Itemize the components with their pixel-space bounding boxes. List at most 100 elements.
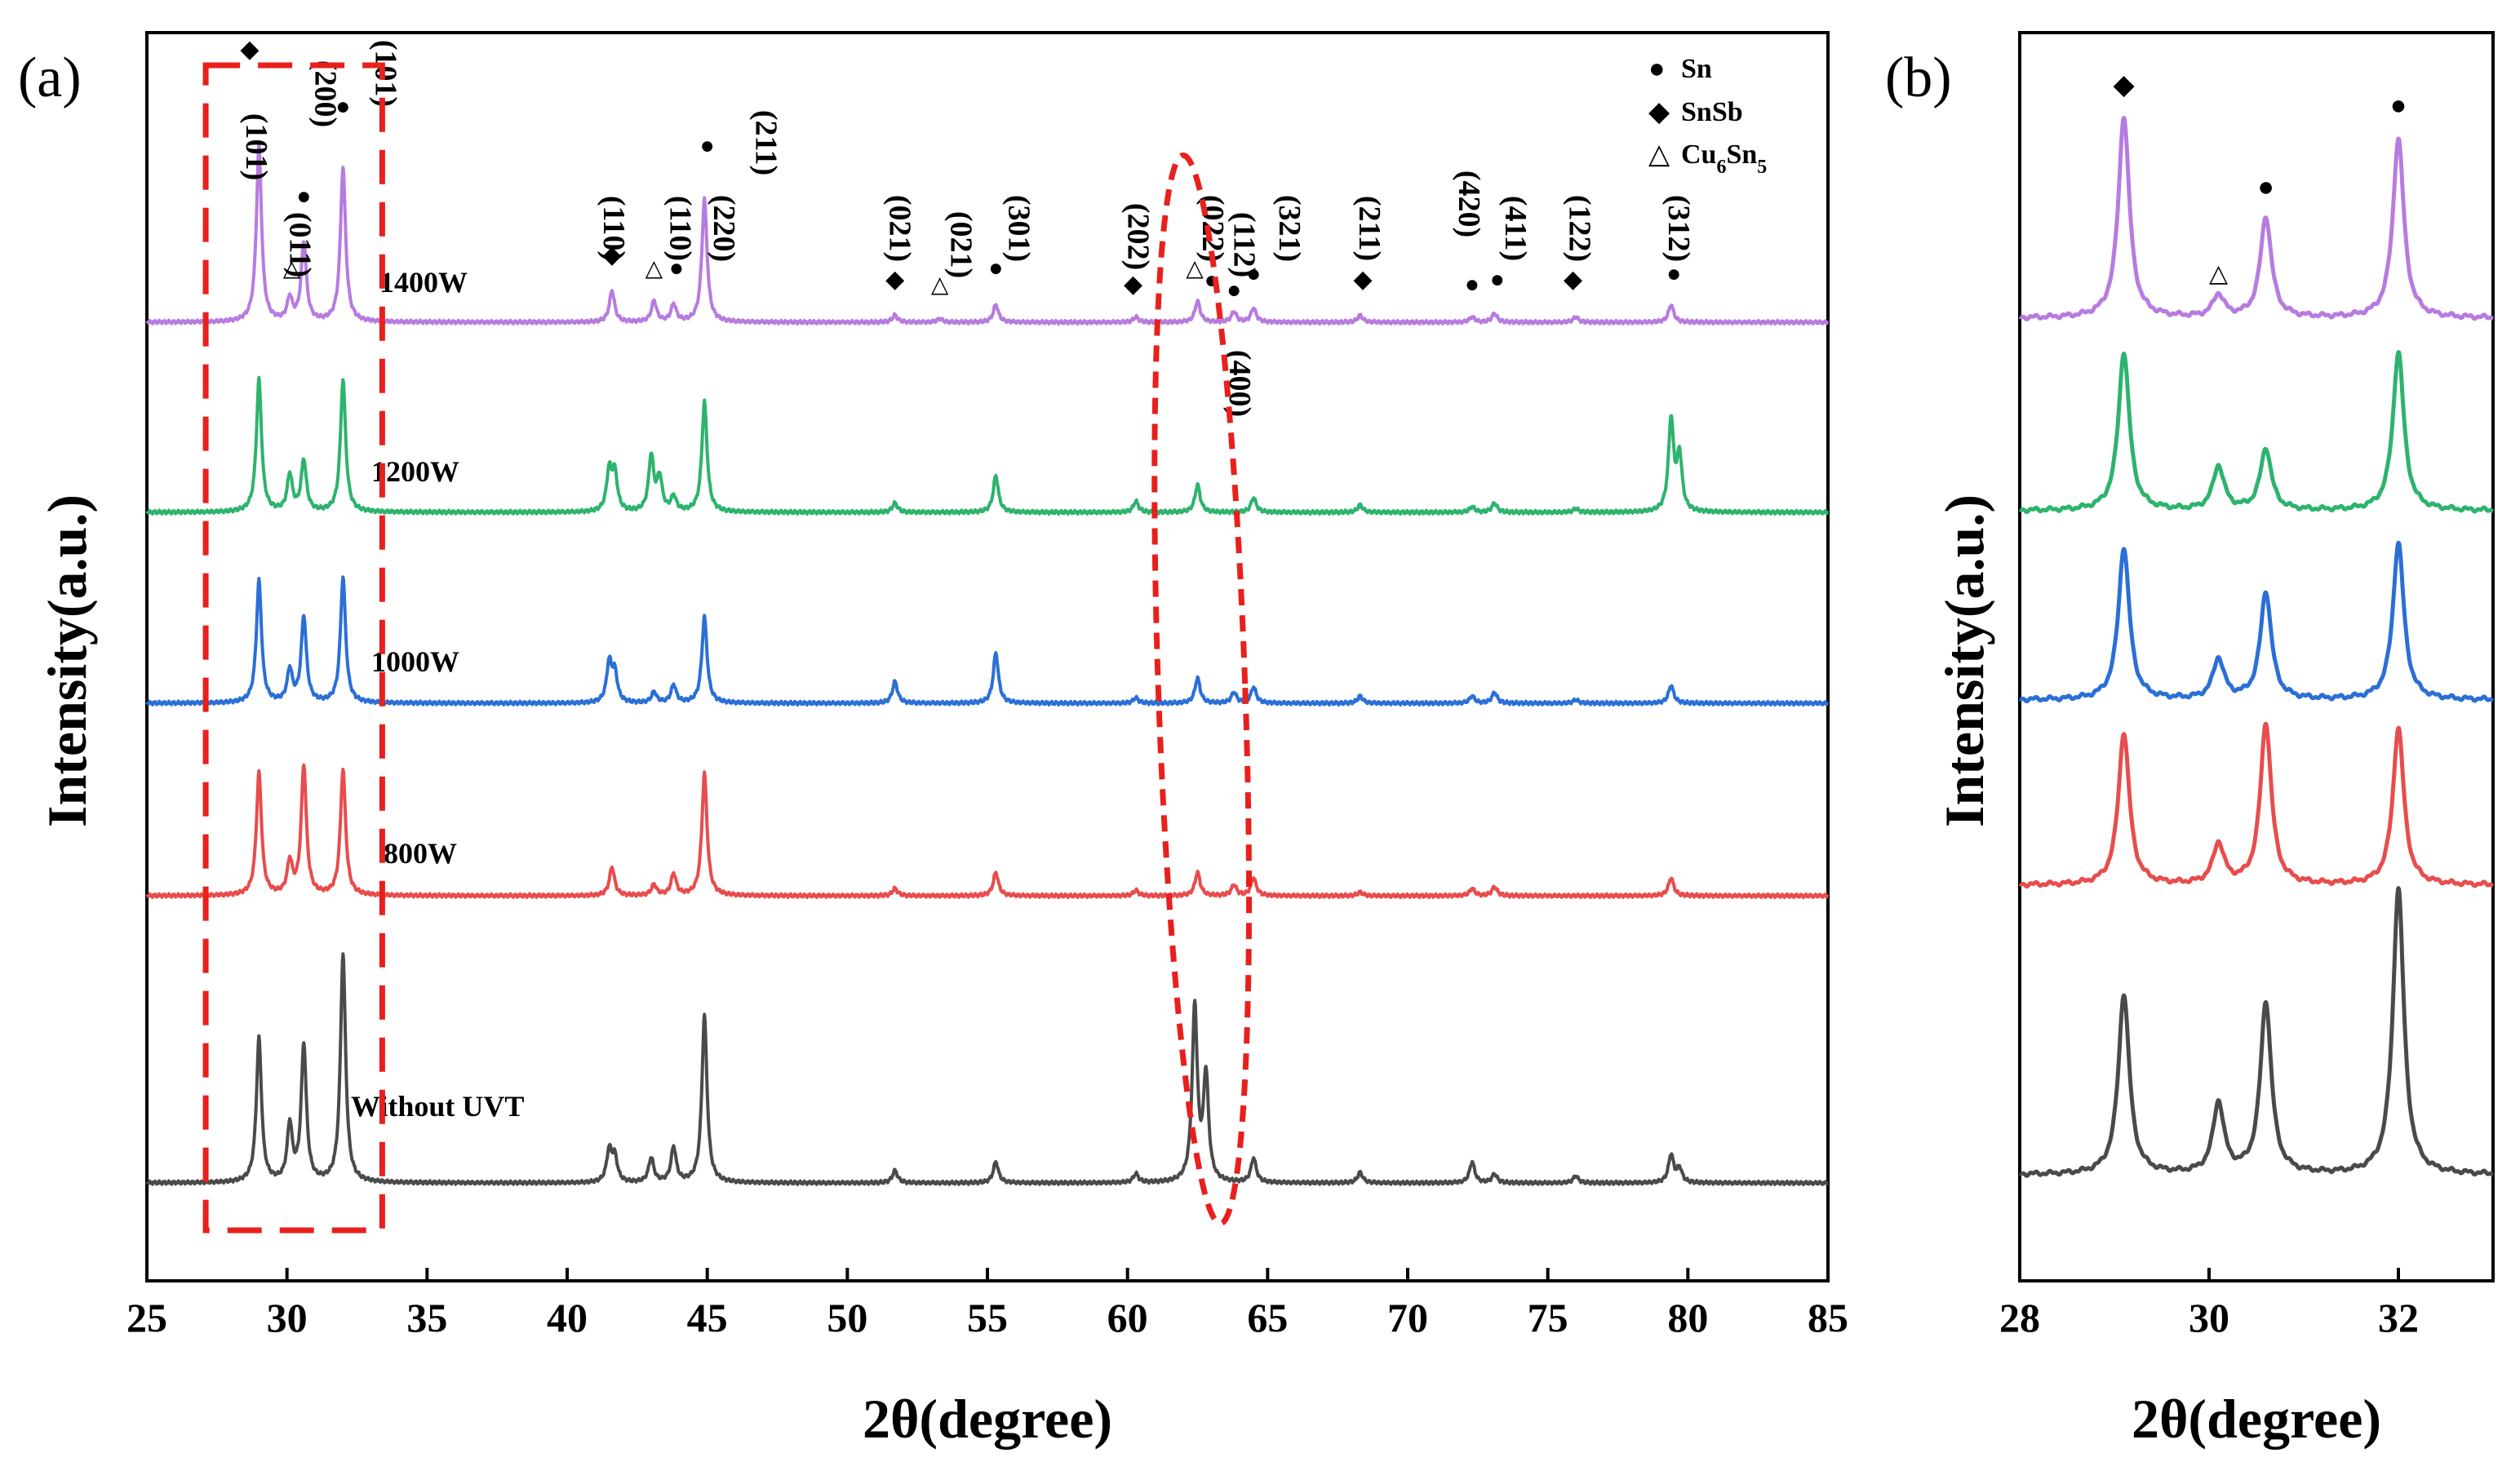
legend-label: Cu6Sn5 [1681, 140, 1767, 178]
x-tick-label: 35 [406, 1295, 447, 1340]
peak-symbol: ● [1465, 271, 1480, 298]
peak-label: (321) [1272, 195, 1307, 262]
sample-label: 1400W [379, 266, 468, 299]
x-tick-label: 25 [126, 1295, 167, 1340]
legend-label: Sn [1681, 54, 1712, 84]
peak-label: (220) [707, 195, 741, 262]
panel-a-y-axis-title: Intensity(a.u.) [36, 494, 98, 827]
peak-symbol: ● [296, 183, 311, 210]
panel-a-series [145, 142, 1830, 1186]
peak-symbol: ◆ [885, 266, 904, 293]
peak-label: (101) [239, 113, 273, 180]
peak-label: (011) [283, 212, 317, 277]
sample-label: 1200W [371, 455, 459, 488]
peak-symbol: ◆ [1124, 271, 1142, 298]
peak-label: (202) [1121, 203, 1156, 270]
x-tick-label: 28 [1999, 1295, 2040, 1340]
peak-label: (101) [368, 40, 402, 107]
peak-symbol: △ [1186, 256, 1204, 281]
highlight-rectangle [202, 62, 385, 1234]
panel-a-highlights [202, 62, 1253, 1234]
legend-label: SnSb [1681, 97, 1743, 127]
x-tick-label: 30 [2189, 1295, 2229, 1340]
x-tick-label: 75 [1528, 1295, 1568, 1340]
peak-symbol: ◆ [240, 36, 259, 63]
panel-b-y-axis-title: Intensity(a.u.) [1933, 494, 1995, 827]
peak-label: (211) [1352, 196, 1386, 261]
x-tick-label: 65 [1247, 1295, 1288, 1340]
peak-label: (112) [1227, 212, 1262, 277]
peak-label: (110) [663, 196, 697, 261]
peak-label: (110) [597, 196, 631, 261]
series-line-without-uvt [2018, 886, 2495, 1178]
x-tick-label: 60 [1107, 1295, 1148, 1340]
series-line-800w [2018, 721, 2495, 889]
legend-symbol: ● [1648, 54, 1666, 84]
series-line-1200w [145, 375, 1830, 516]
peak-marker: ◆ [2114, 70, 2136, 100]
panel-b-x-ticks: 28 30 32 [1999, 1268, 2419, 1340]
panel-b-x-axis-title: 2θ(degree) [2132, 1388, 2381, 1450]
peak-symbol: △ [283, 256, 301, 281]
peak-symbol: ● [1666, 260, 1681, 287]
peak-symbol: ◆ [1354, 266, 1373, 293]
series-line-1000w [145, 575, 1830, 707]
series-line-1400w [2018, 116, 2495, 321]
x-tick-label: 50 [827, 1295, 867, 1340]
panel-a-sample-labels: 1400W 1200W 1000W 800W Without UVT [351, 266, 524, 1123]
sample-label: 800W [384, 837, 457, 870]
peak-symbol: ◆ [602, 241, 621, 268]
peak-label: (021) [883, 195, 917, 262]
series-line-1200w [2018, 350, 2495, 515]
peak-label: (420) [1452, 171, 1486, 237]
panel-a-x-ticks: 25 30 35 40 45 50 55 60 65 70 75 80 85 [126, 1268, 1848, 1340]
series-line-without-uvt [145, 952, 1830, 1186]
sample-label: Without UVT [351, 1090, 524, 1123]
peak-symbol: ● [1490, 266, 1505, 293]
series-line-800w [145, 763, 1830, 900]
peak-label: (200) [308, 60, 342, 127]
x-tick-label: 40 [547, 1295, 588, 1340]
legend-symbol: ◆ [1648, 97, 1670, 127]
highlight-ellipse [1151, 152, 1253, 1227]
x-tick-label: 70 [1387, 1295, 1428, 1340]
series-line-1000w [2018, 540, 2495, 704]
peak-symbol: △ [931, 272, 949, 298]
panel-a-peak-annotations: ◆(101)△(011)●(200)● (101)◆(110)△(110)●(22… [239, 36, 1696, 417]
peak-symbol: △ [645, 256, 663, 281]
peak-label: (312) [1661, 195, 1696, 262]
x-tick-label: 32 [2378, 1295, 2419, 1340]
peak-marker: ● [2390, 91, 2407, 121]
x-tick-label: 45 [687, 1295, 728, 1340]
panel-a-x-axis-title: 2θ(degree) [863, 1388, 1112, 1450]
peak-label: (122) [1563, 195, 1597, 262]
series-line-1400w [145, 142, 1830, 326]
peak-symbol: ● [669, 255, 684, 281]
peak-label: (301) [1001, 195, 1036, 262]
panel-a-legend: ● Sn ◆ SnSb △ Cu6Sn5 [1648, 54, 1767, 178]
sample-label: 1000W [371, 645, 459, 678]
panel-a-label: (a) [18, 47, 82, 109]
panel-b: (b) 28 30 32 ◆ △ ● ● 2θ(degree) Intensity(a.u… [1885, 31, 2495, 1450]
legend-symbol: △ [1648, 140, 1670, 170]
peak-symbol: ● [1246, 260, 1261, 287]
peak-symbol: ● [988, 255, 1003, 281]
peak-label: (411) [1498, 196, 1533, 261]
panel-a: (a) 25 30 35 40 45 50 55 60 65 70 75 80 85 ◆(101)△(0… [18, 31, 1848, 1450]
panel-b-series [2018, 116, 2495, 1178]
panel-b-peak-markers: ◆ △ ● ● [2114, 70, 2407, 287]
x-tick-label: 55 [967, 1295, 1008, 1340]
peak-marker: △ [2209, 260, 2228, 287]
peak-symbol: ● [700, 132, 715, 159]
peak-label: (021) [944, 211, 978, 278]
peak-symbol: ● [335, 93, 350, 120]
panel-b-frame [2018, 31, 2495, 1282]
peak-symbol: ● [1227, 277, 1241, 303]
x-tick-label: 30 [267, 1295, 308, 1340]
x-tick-label: 80 [1667, 1295, 1708, 1340]
peak-marker: ● [2257, 172, 2274, 202]
peak-symbol: ◆ [1564, 266, 1582, 293]
x-tick-label: 85 [1808, 1295, 1848, 1340]
peak-label: (211) [749, 110, 783, 175]
